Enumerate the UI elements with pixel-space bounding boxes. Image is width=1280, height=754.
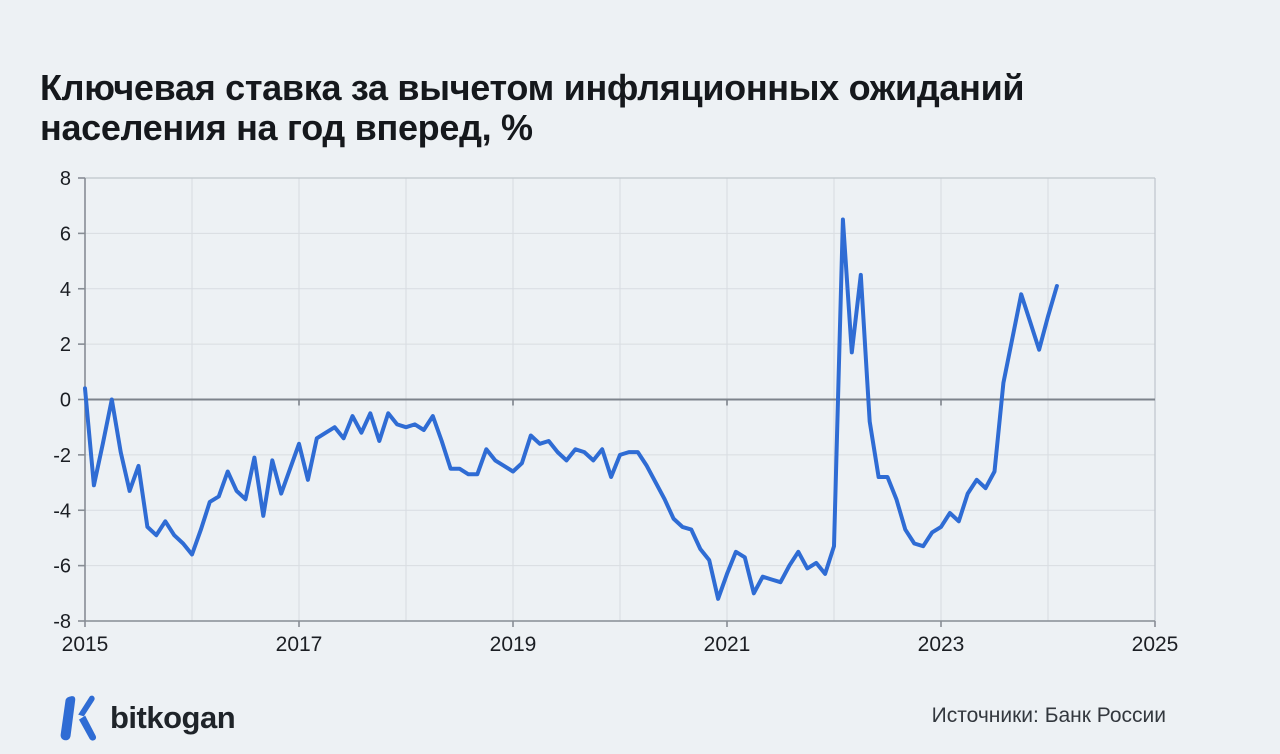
chart-title-line-2: населения на год вперед, %: [40, 107, 533, 148]
bitkogan-logo-icon: [60, 695, 97, 741]
brand-name: bitkogan: [110, 700, 236, 735]
y-tick-label: -8: [53, 611, 71, 633]
y-tick-label: 2: [60, 334, 71, 356]
y-tick-label: -6: [53, 556, 71, 578]
y-tick-label: -4: [53, 500, 71, 522]
x-tick-label: 2023: [918, 633, 965, 656]
y-tick-label: -2: [53, 445, 71, 467]
y-tick-label: 6: [60, 223, 71, 245]
x-tick-label: 2021: [704, 633, 751, 656]
chart-title: Ключевая ставка за вычетом инфляционных …: [40, 67, 1025, 148]
x-tick-label: 2017: [276, 633, 323, 656]
x-tick-label: 2015: [62, 633, 109, 656]
x-tick-label: 2025: [1132, 633, 1179, 656]
brand-logo: bitkogan: [58, 695, 236, 741]
y-tick-label: 8: [60, 168, 71, 190]
y-tick-label: 0: [60, 390, 71, 412]
y-tick-label: 4: [60, 279, 71, 301]
data-line-key-rate-minus-expectations: [83, 217, 1059, 601]
x-tick-label: 2019: [490, 633, 537, 656]
chart-title-line-1: Ключевая ставка за вычетом инфляционных …: [40, 67, 1025, 108]
source-note: Источники: Банк России: [931, 704, 1166, 727]
